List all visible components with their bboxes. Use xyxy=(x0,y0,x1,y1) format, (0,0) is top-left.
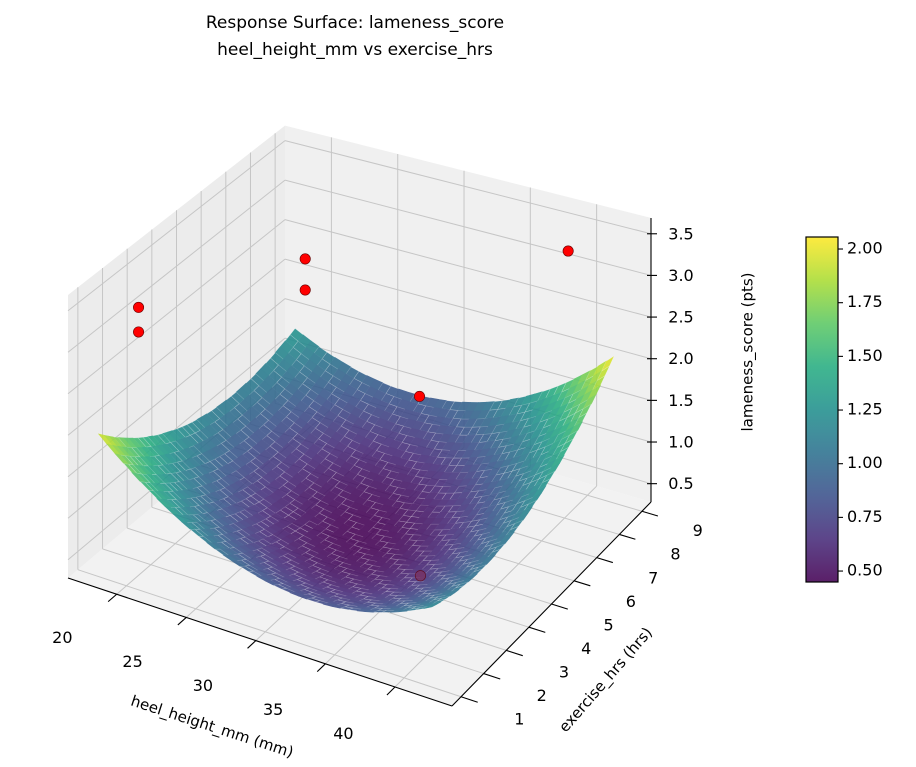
gridline-z-left xyxy=(67,219,286,395)
y-tick xyxy=(573,580,591,587)
y-tick-label: 2 xyxy=(537,686,547,705)
surface-patch xyxy=(564,429,579,445)
y-axis-label: exercise_hrs (hrs) xyxy=(555,624,657,737)
y-tick-label: 5 xyxy=(603,615,613,634)
data-point xyxy=(414,390,426,402)
surface-patch xyxy=(513,513,529,525)
colorbar-tick-label: 2.00 xyxy=(847,239,883,258)
y-tick xyxy=(528,626,546,633)
y-tick-label: 1 xyxy=(514,710,524,729)
y-tick xyxy=(641,510,659,517)
surface-patch xyxy=(459,577,474,585)
x-tick xyxy=(316,663,326,673)
gridline-z-back xyxy=(284,337,652,443)
chart-subtitle: heel_height_mm vs exercise_hrs xyxy=(217,40,493,60)
y-tick-label: 8 xyxy=(670,545,680,564)
surface-patch xyxy=(600,355,615,373)
y-tick-label: 4 xyxy=(581,639,591,658)
surface-patch xyxy=(495,537,511,548)
gridline-z-left xyxy=(67,140,286,312)
y-tick-label: 9 xyxy=(693,521,703,540)
gridline-z-left xyxy=(67,298,286,478)
surface-patch xyxy=(527,492,543,505)
gridline-y-floor xyxy=(102,548,484,675)
z-tick-label: 2.5 xyxy=(668,308,693,327)
surface-patch xyxy=(423,604,437,609)
surface xyxy=(97,328,615,613)
x-tick-label: 25 xyxy=(122,652,142,671)
colorbar-tick-label: 1.25 xyxy=(847,400,883,419)
y-tick-label: 6 xyxy=(626,592,636,611)
x-axis-line xyxy=(67,577,453,707)
data-point xyxy=(133,326,145,338)
gridline-y-floor xyxy=(77,569,462,698)
z-tick-label: 3.5 xyxy=(668,224,693,243)
gridline-z-left xyxy=(67,179,286,353)
surface-patch xyxy=(491,543,506,553)
gridline-z-back xyxy=(284,219,652,318)
data-point xyxy=(133,301,145,313)
z-axis-label: lameness_score (pts) xyxy=(739,272,758,431)
x-tick-label: 40 xyxy=(333,724,353,743)
y-tick xyxy=(460,696,478,703)
y-tick xyxy=(551,603,568,610)
z-tick-label: 3.0 xyxy=(668,266,693,285)
surface-patch xyxy=(577,403,593,419)
gridline-z-back xyxy=(284,258,652,360)
x-tick xyxy=(386,686,396,696)
x-tick-label: 35 xyxy=(263,700,283,719)
gridline-z-back xyxy=(284,179,652,276)
z-tick-label: 0.5 xyxy=(668,474,693,493)
x-tick-label: 30 xyxy=(193,676,213,695)
gridline-z-left xyxy=(67,258,286,436)
colorbar-tick-label: 0.50 xyxy=(847,561,883,580)
y-tick-label: 7 xyxy=(648,568,658,587)
z-tick-label: 1.0 xyxy=(668,433,693,452)
x-tick xyxy=(177,617,187,626)
colorbar xyxy=(806,237,838,582)
surface-patch xyxy=(568,421,583,436)
y-tick xyxy=(596,557,614,564)
surface-patch xyxy=(582,394,597,410)
x-tick xyxy=(107,593,118,603)
colorbar-tick-label: 1.75 xyxy=(847,292,883,311)
surface-patch xyxy=(509,519,524,531)
y-tick xyxy=(619,533,636,540)
surface-patch xyxy=(559,438,574,453)
y-tick xyxy=(483,673,501,680)
x-tick-label: 20 xyxy=(52,628,72,647)
data-point xyxy=(299,253,311,265)
chart-title: Response Surface: lameness_score xyxy=(205,13,505,33)
gridline-z-back xyxy=(284,140,652,235)
data-point-occluded xyxy=(414,570,426,582)
y-tick xyxy=(506,649,523,657)
gridline-z-left xyxy=(67,337,286,519)
z-tick-label: 1.5 xyxy=(668,391,693,410)
y-tick-label: 3 xyxy=(559,662,569,681)
data-point xyxy=(299,284,311,296)
data-point xyxy=(562,245,574,257)
surface-patch xyxy=(546,462,561,477)
colorbar-tick-label: 1.50 xyxy=(847,346,883,365)
colorbar-tick-label: 0.75 xyxy=(847,507,883,526)
surface-patch xyxy=(596,365,611,382)
x-tick xyxy=(247,640,257,649)
colorbar-tick-label: 1.00 xyxy=(847,453,883,472)
z-tick-label: 2.0 xyxy=(668,349,693,368)
